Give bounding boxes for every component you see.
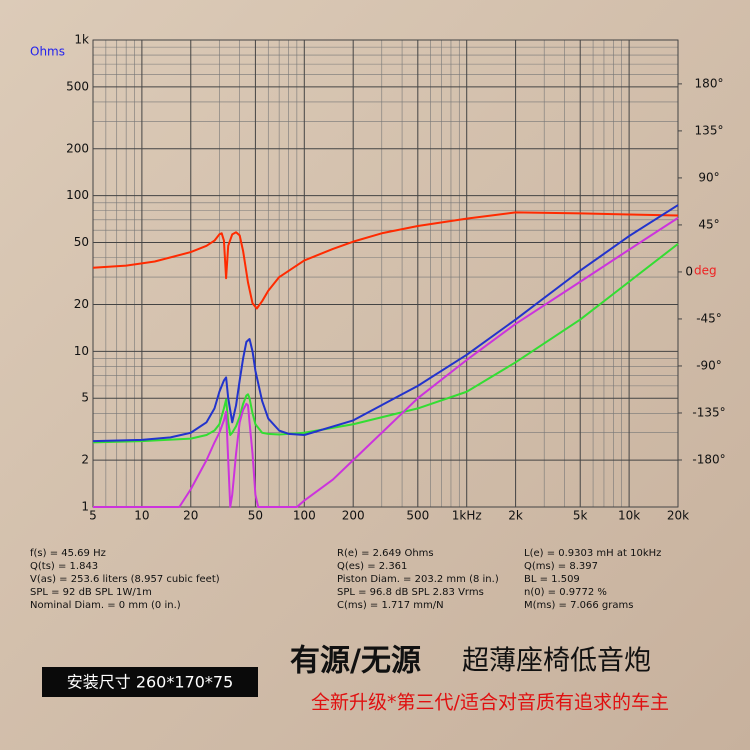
specs: f(s) = 45.69 Hz Q(ts) = 1.843 V(as) = 253.… <box>30 548 661 611</box>
y-tick-label: 500 <box>66 79 89 93</box>
y-tick-label: 1 <box>81 500 89 514</box>
x-tick-label: 20 <box>183 509 198 523</box>
y2-tick-label: -180° <box>692 452 725 466</box>
x-tick-label: 1kHz <box>452 509 482 523</box>
x-tick-label: 10 <box>134 509 149 523</box>
y2-tick-label: 180° <box>695 76 724 90</box>
spec-line: R(e) = 2.649 Ohms <box>337 548 434 559</box>
x-tick-label: 20k <box>667 509 689 523</box>
spec-line: BL = 1.509 <box>524 574 580 585</box>
y-tick-label: 10 <box>74 344 89 358</box>
series-line <box>92 211 679 310</box>
spec-line: Q(ts) = 1.843 <box>30 561 98 572</box>
spec-line: n(0) = 0.9772 % <box>524 587 607 598</box>
y2-tick-label: 135° <box>695 123 724 137</box>
spec-line: Q(ms) = 8.397 <box>524 561 598 572</box>
y-tick-label: 20 <box>74 297 89 311</box>
y-tick-label: 1k <box>74 33 89 47</box>
y2-tick-label: 90° <box>698 170 719 184</box>
y-axis-label: Ohms <box>30 45 65 59</box>
plot: 5 10 20 50 100 200 500 1kHz 2k 5k 10k 20k 1 2 5 10 20 50 1… <box>66 33 726 523</box>
spec-line: SPL = 92 dB SPL 1W/1m <box>30 587 152 598</box>
banner-subtitle: 全新升级*第三代/适合对音质有追求的车主 <box>311 692 669 714</box>
spec-line: SPL = 96.8 dB SPL 2.83 Vrms <box>337 587 484 598</box>
x-tick-label: 2k <box>508 509 523 523</box>
spec-line: M(ms) = 7.066 grams <box>524 600 633 611</box>
spec-line: Nominal Diam. = 0 mm (0 in.) <box>30 600 181 611</box>
y-tick-label: 5 <box>81 391 89 405</box>
spec-line: C(ms) = 1.717 mm/N <box>337 600 444 611</box>
x-tick-label: 10k <box>618 509 640 523</box>
y2-axis-label: deg <box>694 264 717 278</box>
size-tag: 安装尺寸 260*170*75 <box>67 673 234 692</box>
y2-tick-label: -90° <box>696 358 722 372</box>
size-tag-box <box>42 667 258 697</box>
y2-tick-label: 0 <box>685 264 693 278</box>
y-tick-label: 50 <box>74 235 89 249</box>
x-tick-label: 500 <box>406 509 429 523</box>
series-line <box>92 204 679 443</box>
x-tick-label: 50 <box>248 509 263 523</box>
spec-line: Piston Diam. = 203.2 mm (8 in.) <box>337 574 499 585</box>
series-line <box>93 217 679 508</box>
banner-title: 超薄座椅低音炮 <box>462 646 651 677</box>
y-tick-label: 2 <box>81 453 89 467</box>
spec-line: L(e) = 0.9303 mH at 10kHz <box>524 548 661 559</box>
spec-line: f(s) = 45.69 Hz <box>30 548 106 559</box>
y2-tick-label: -135° <box>692 405 725 419</box>
y-tick-label: 200 <box>66 141 89 155</box>
x-tick-label: 5k <box>573 509 588 523</box>
spec-line: V(as) = 253.6 liters (8.957 cubic feet) <box>30 574 220 585</box>
y2-tick-label: -45° <box>696 311 722 325</box>
spec-line: Q(es) = 2.361 <box>337 561 407 572</box>
x-tick-label: 200 <box>342 509 365 523</box>
x-tick-label: 100 <box>293 509 316 523</box>
y2-tick-label: 45° <box>698 217 719 231</box>
y-tick-label: 100 <box>66 188 89 202</box>
banner-title: 有源/无源 <box>290 644 421 679</box>
x-tick-label: 5 <box>89 509 97 523</box>
series-line <box>92 243 679 444</box>
